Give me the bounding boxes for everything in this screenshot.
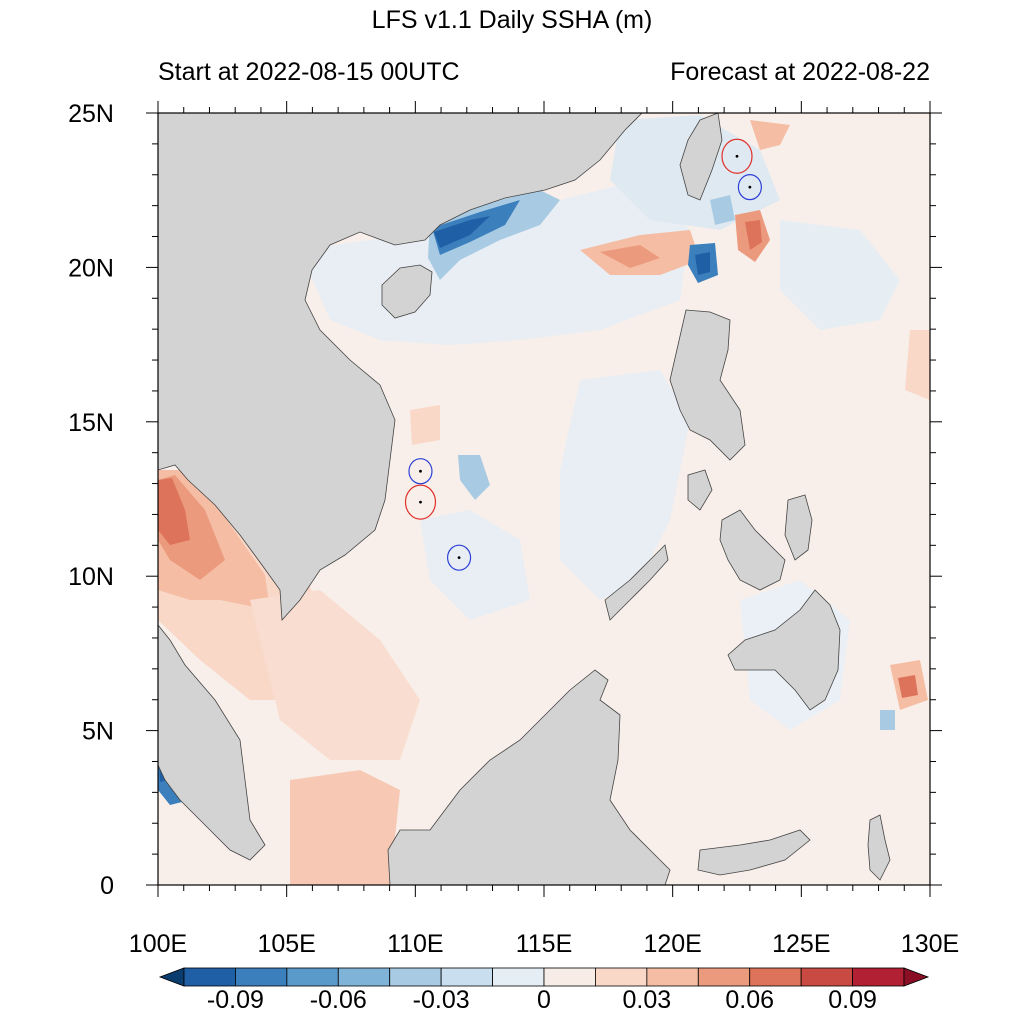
- colorbar-swatch: [646, 967, 699, 987]
- lon-tick-label: 105E: [257, 930, 315, 958]
- mainland-asia: [158, 113, 643, 621]
- colorbar-tick-label: 0.09: [828, 986, 877, 1014]
- colorbar-swatch: [183, 967, 236, 987]
- eddy-center-dot: [419, 469, 422, 473]
- lat-tick-label: 15N: [68, 409, 114, 437]
- anticyclonic-eddy-marker: [446, 544, 472, 571]
- lat-tick-label: 25N: [68, 100, 114, 128]
- mindoro-island: [687, 469, 713, 511]
- lat-tick-label: 10N: [68, 563, 114, 591]
- visayas-islands: [719, 509, 786, 591]
- axis-ticks: 100E 105E 110E 115E 120E 125E 130E 0 5N 10N 15N 20N…: [68, 100, 959, 958]
- lon-tick-label: 130E: [901, 930, 959, 958]
- colorbar-swatch: [543, 967, 596, 987]
- colorbar-swatch: [235, 967, 288, 987]
- cyclonic-eddy-marker: [404, 484, 437, 520]
- land-layer: [158, 113, 891, 885]
- lon-tick-label: 110E: [387, 930, 444, 958]
- ocean-field: [158, 113, 930, 885]
- lat-tick-label: 0: [100, 872, 114, 900]
- eddy-center-dot: [419, 500, 422, 504]
- colorbar-tick-label: -0.09: [207, 986, 264, 1014]
- palawan-island: [604, 544, 669, 621]
- lon-tick-label: 115E: [516, 930, 573, 958]
- eddy-center-dot: [748, 185, 752, 189]
- lon-tick-label: 100E: [129, 930, 187, 958]
- map-title: LFS v1.1 Daily SSHA (m): [371, 6, 653, 34]
- colorbar-swatch: [852, 967, 905, 987]
- sulawesi-tip: [697, 829, 811, 876]
- colorbar-swatch: [800, 967, 853, 987]
- eddy-center-dot: [457, 556, 461, 560]
- hainan-island: [381, 264, 433, 319]
- colorbar-tick-label: 0.06: [725, 986, 774, 1014]
- anticyclonic-eddy-marker: [408, 458, 433, 485]
- taiwan-island: [679, 113, 723, 201]
- colorbar-swatch: [440, 967, 493, 987]
- colorbar-swatch: [492, 967, 545, 987]
- colorbar-swatch: [697, 967, 751, 987]
- colorbar-swatch: [286, 967, 339, 987]
- colorbar-tick-label: 0.03: [623, 986, 672, 1014]
- borneo: [387, 669, 671, 885]
- halmahera-island: [867, 814, 891, 881]
- colorbar-swatch: [595, 967, 648, 987]
- colorbar-swatch: [389, 967, 442, 987]
- lat-tick-label: 5N: [82, 718, 114, 746]
- colorbar-tick-label: -0.03: [413, 986, 470, 1014]
- colorbar-swatch: [749, 967, 802, 987]
- colorbar: -0.09 -0.06 -0.03 0 0.03 0.06 0.09: [158, 967, 930, 1014]
- malay-peninsula: [158, 624, 266, 861]
- colorbar-min-arrow: [158, 967, 185, 987]
- forecast-time-label: Forecast at 2022-08-22: [670, 58, 930, 86]
- colorbar-tick-label: 0: [537, 986, 551, 1014]
- cyclonic-eddy-marker: [721, 138, 753, 174]
- colorbar-tick-label: -0.06: [310, 986, 367, 1014]
- lon-tick-label: 120E: [643, 930, 701, 958]
- anticyclonic-eddy-marker: [737, 174, 762, 201]
- colorbar-swatch: [337, 967, 391, 987]
- colorbar-max-arrow: [903, 967, 930, 987]
- eddy-markers: [404, 138, 762, 571]
- lon-tick-label: 125E: [772, 930, 830, 958]
- samar-island: [784, 494, 813, 561]
- mindanao-island: [727, 589, 841, 711]
- start-time-label: Start at 2022-08-15 00UTC: [158, 58, 460, 86]
- luzon-island: [669, 309, 746, 461]
- lat-tick-label: 20N: [68, 254, 114, 282]
- eddy-center-dot: [735, 154, 739, 158]
